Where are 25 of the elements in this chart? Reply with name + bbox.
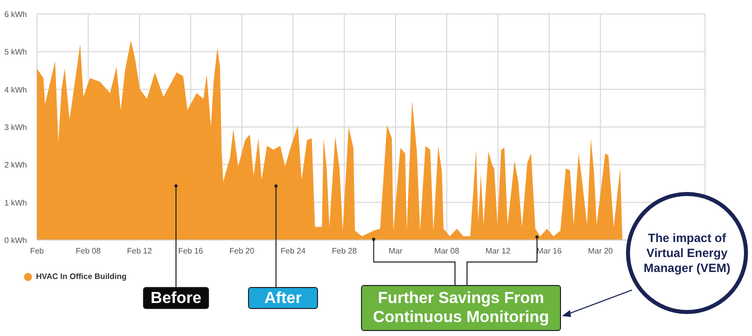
y-tick-label: 1 kWh	[4, 198, 27, 208]
x-tick-label: Mar 16	[536, 246, 562, 256]
x-tick-label: Feb 12	[126, 246, 152, 256]
y-tick-label: 4 kWh	[4, 85, 27, 94]
y-tick-label: 6 kWh	[4, 10, 27, 19]
annotation: The impact of Virtual Energy Manager (VEM)	[642, 230, 732, 276]
y-tick-label: 2 kWh	[4, 160, 27, 170]
x-tick-label: Feb 24	[280, 246, 306, 256]
x-tick-label: Mar 20	[588, 246, 614, 256]
y-tick-label: 5 kWh	[4, 48, 27, 57]
text: Before	[150, 288, 202, 308]
y-tick-label: 0 kWh	[4, 236, 27, 245]
x-tick-label: Feb 08	[76, 246, 102, 256]
x-tick-label: Mar 12	[486, 246, 511, 256]
text: After	[264, 288, 302, 308]
legend-label: HVAC In Office Building	[36, 272, 127, 281]
x-tick-label: Feb	[30, 246, 44, 256]
callout-circle: The impact of Virtual Energy Manager (VEM)	[626, 192, 748, 314]
x-tick-label: Mar 08	[434, 246, 460, 256]
x-tick-label: Feb 20	[229, 246, 255, 256]
x-tick-label: Mar	[388, 246, 403, 256]
x-tick-label: Feb 16	[178, 246, 204, 256]
annotation: Further Savings From Continuous Monitoring	[372, 289, 550, 327]
y-tick-label: 3 kWh	[4, 123, 27, 132]
x-tick-label: Feb 28	[332, 246, 358, 256]
